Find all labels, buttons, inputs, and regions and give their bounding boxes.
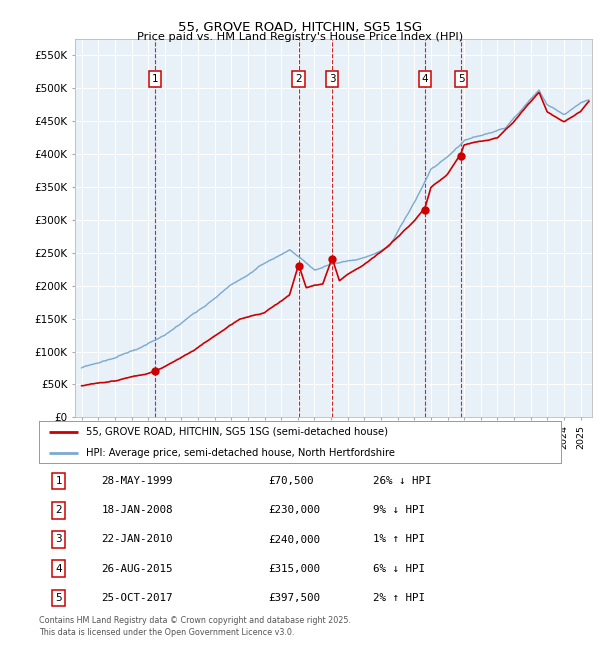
Text: 28-MAY-1999: 28-MAY-1999 (101, 476, 173, 486)
Text: 3: 3 (56, 534, 62, 545)
Text: 9% ↓ HPI: 9% ↓ HPI (373, 506, 425, 515)
Text: HPI: Average price, semi-detached house, North Hertfordshire: HPI: Average price, semi-detached house,… (86, 448, 395, 458)
Text: £315,000: £315,000 (269, 564, 320, 573)
Text: 26-AUG-2015: 26-AUG-2015 (101, 564, 173, 573)
Text: 55, GROVE ROAD, HITCHIN, SG5 1SG (semi-detached house): 55, GROVE ROAD, HITCHIN, SG5 1SG (semi-d… (86, 427, 388, 437)
Text: 18-JAN-2008: 18-JAN-2008 (101, 506, 173, 515)
Text: 4: 4 (422, 73, 428, 84)
Text: Price paid vs. HM Land Registry's House Price Index (HPI): Price paid vs. HM Land Registry's House … (137, 32, 463, 42)
Text: 1: 1 (152, 73, 158, 84)
Text: £397,500: £397,500 (269, 593, 320, 603)
Text: £70,500: £70,500 (269, 476, 314, 486)
Text: 6% ↓ HPI: 6% ↓ HPI (373, 564, 425, 573)
Text: Contains HM Land Registry data © Crown copyright and database right 2025.
This d: Contains HM Land Registry data © Crown c… (39, 616, 351, 637)
Text: 4: 4 (56, 564, 62, 573)
Text: 5: 5 (458, 73, 464, 84)
Text: 2% ↑ HPI: 2% ↑ HPI (373, 593, 425, 603)
Text: 25-OCT-2017: 25-OCT-2017 (101, 593, 173, 603)
Text: 5: 5 (56, 593, 62, 603)
Text: 3: 3 (329, 73, 335, 84)
Text: 2: 2 (295, 73, 302, 84)
Text: 2: 2 (56, 506, 62, 515)
Text: 22-JAN-2010: 22-JAN-2010 (101, 534, 173, 545)
Text: 1% ↑ HPI: 1% ↑ HPI (373, 534, 425, 545)
Text: 1: 1 (56, 476, 62, 486)
Text: 26% ↓ HPI: 26% ↓ HPI (373, 476, 431, 486)
Text: £240,000: £240,000 (269, 534, 320, 545)
Text: 55, GROVE ROAD, HITCHIN, SG5 1SG: 55, GROVE ROAD, HITCHIN, SG5 1SG (178, 21, 422, 34)
Text: £230,000: £230,000 (269, 506, 320, 515)
